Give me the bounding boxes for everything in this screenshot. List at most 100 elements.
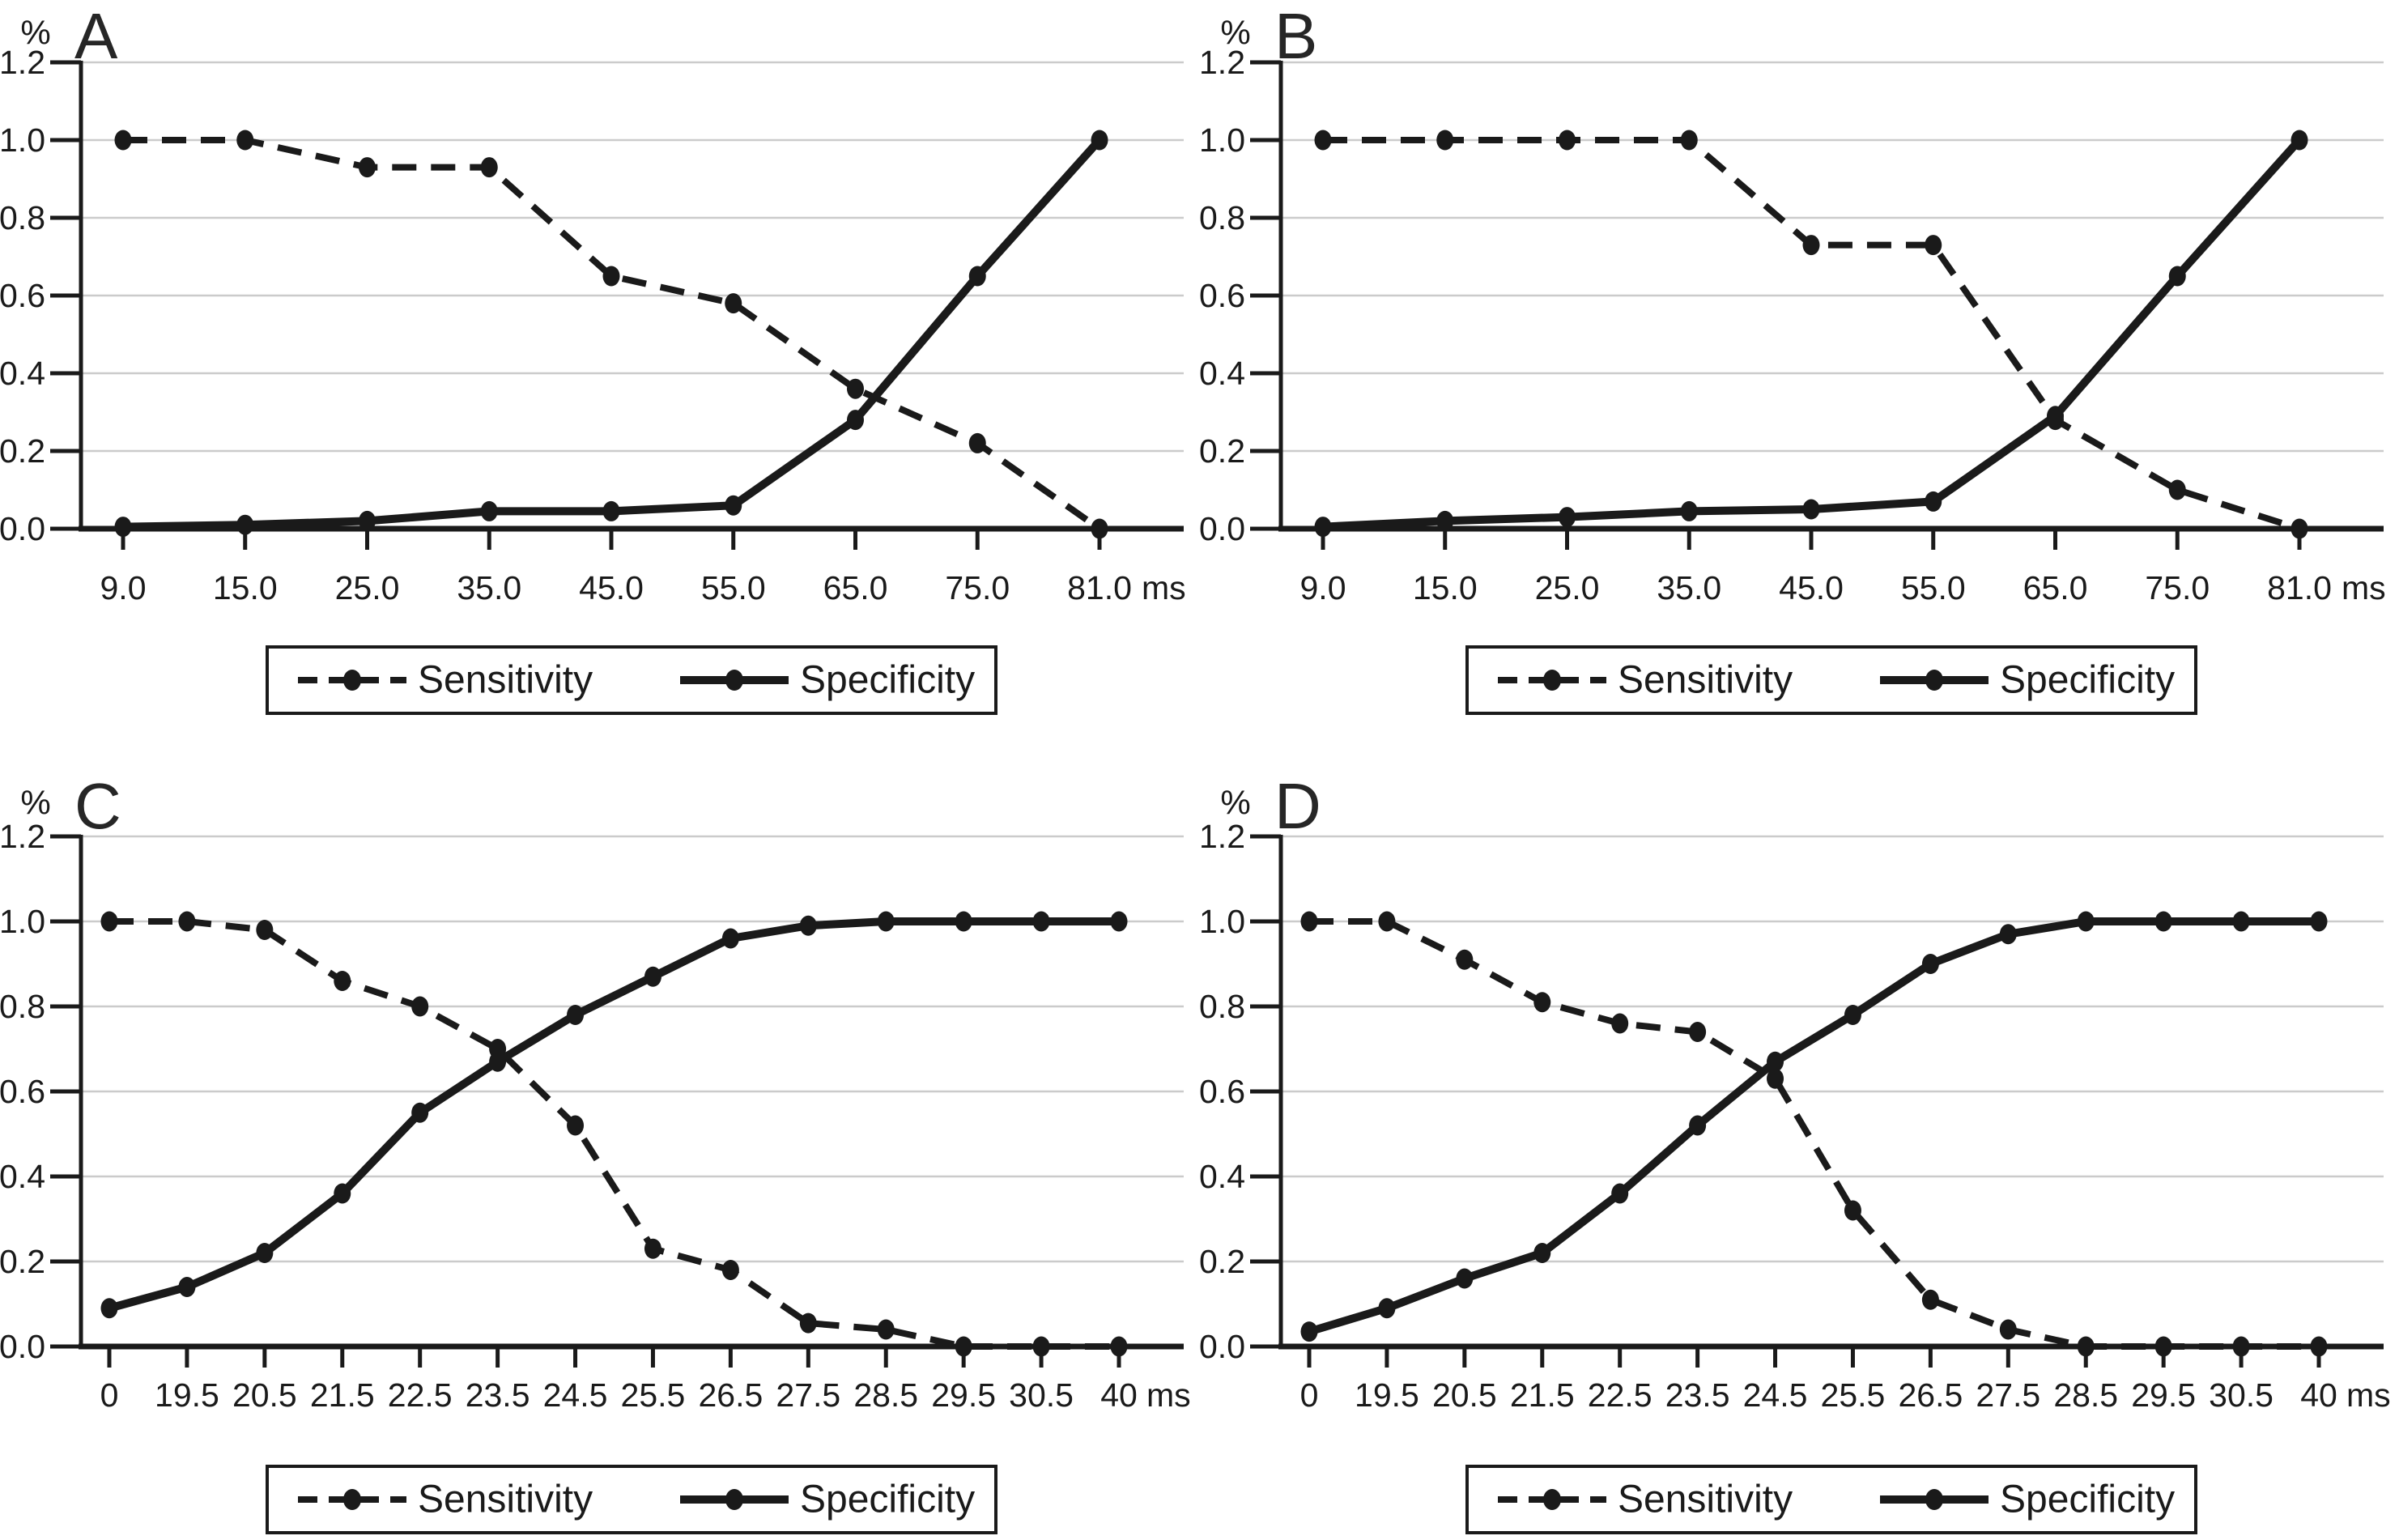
specificity-marker bbox=[644, 966, 661, 987]
legend-label-sensitivity: Sensitivity bbox=[1618, 659, 1793, 702]
specificity-marker bbox=[1767, 1051, 1784, 1072]
y-tick-label: 0.4 bbox=[0, 1158, 45, 1195]
legend-sensitivity-marker bbox=[343, 670, 361, 691]
specificity-marker bbox=[2047, 406, 2064, 427]
y-tick-label: 1.0 bbox=[0, 121, 45, 159]
specificity-marker bbox=[411, 1102, 429, 1123]
legend-label-specificity: Specificity bbox=[800, 1478, 975, 1521]
sensitivity-line bbox=[1323, 137, 2301, 532]
specificity-marker bbox=[1314, 517, 1332, 538]
specificity-marker bbox=[1032, 911, 1050, 932]
sensitivity-marker bbox=[1533, 992, 1551, 1013]
y-tick-label: 0.4 bbox=[0, 355, 45, 392]
x-tick-label: 28.5 bbox=[853, 1376, 918, 1414]
y-tick-label: 0.2 bbox=[0, 1243, 45, 1280]
x-tick-label: 22.5 bbox=[388, 1376, 453, 1414]
sensitivity-line bbox=[109, 918, 1119, 1350]
specificity-marker bbox=[1091, 130, 1108, 151]
sensitivity-marker bbox=[2077, 1336, 2095, 1357]
x-tick-label: 9.0 bbox=[1300, 569, 1346, 606]
specificity-marker bbox=[1456, 1268, 1474, 1289]
x-tick-label: 28.5 bbox=[2053, 1376, 2118, 1414]
y-tick-label: 0.8 bbox=[0, 988, 45, 1025]
specificity-line bbox=[122, 137, 1103, 531]
specificity-line bbox=[1322, 137, 2303, 531]
legend-sensitivity-marker bbox=[1543, 1489, 1561, 1510]
x-tick-label: 75.0 bbox=[945, 569, 1010, 606]
sensitivity-marker bbox=[1999, 1319, 2017, 1340]
specificity-marker bbox=[1559, 507, 1576, 528]
specificity-marker bbox=[114, 517, 132, 538]
y-tick-label: 0.6 bbox=[1200, 1073, 1245, 1110]
sensitivity-marker bbox=[1844, 1200, 1861, 1221]
sensitivity-marker bbox=[178, 911, 196, 932]
x-tick-label: 15.0 bbox=[213, 569, 278, 606]
y-tick-label: 0.6 bbox=[0, 277, 45, 314]
specificity-marker bbox=[489, 1051, 507, 1072]
y-tick-label: 0.0 bbox=[1200, 1328, 1245, 1365]
x-tick-label: 45.0 bbox=[1779, 569, 1844, 606]
x-tick-label: 35.0 bbox=[1657, 569, 1721, 606]
sensitivity-marker bbox=[955, 1336, 972, 1357]
ms-unit-label: ms bbox=[1142, 569, 1186, 606]
x-tick-label: 25.0 bbox=[1535, 569, 1600, 606]
specificity-marker bbox=[725, 495, 742, 516]
sensitivity-marker bbox=[1611, 1013, 1629, 1034]
sensitivity-marker bbox=[2291, 518, 2308, 539]
sensitivity-marker bbox=[1091, 518, 1108, 539]
legend-sensitivity-marker bbox=[1543, 670, 1561, 691]
sensitivity-marker bbox=[1314, 130, 1332, 151]
x-tick-label: 55.0 bbox=[701, 569, 766, 606]
specificity-marker bbox=[1689, 1115, 1707, 1136]
legend-label-sensitivity: Sensitivity bbox=[418, 1478, 593, 1521]
specificity-marker bbox=[1378, 1298, 1396, 1319]
x-tick-label: 40 bbox=[2300, 1376, 2337, 1414]
sensitivity-marker bbox=[236, 130, 254, 151]
specificity-marker bbox=[1925, 491, 1942, 512]
x-tick-label: 0 bbox=[1300, 1376, 1319, 1414]
specificity-marker bbox=[236, 514, 254, 535]
sensitivity-marker bbox=[602, 266, 620, 287]
specificity-marker bbox=[334, 1183, 351, 1204]
x-tick-label: 29.5 bbox=[931, 1376, 996, 1414]
y-tick-label: 0.0 bbox=[0, 1328, 45, 1365]
legend-label-sensitivity: Sensitivity bbox=[418, 659, 593, 702]
y-tick-label: 1.2 bbox=[1200, 44, 1245, 81]
specificity-line bbox=[108, 917, 1119, 1312]
y-tick-label: 0.8 bbox=[1200, 988, 1245, 1025]
legend-box bbox=[1465, 645, 2197, 715]
sensitivity-marker bbox=[1032, 1336, 1050, 1357]
sensitivity-marker bbox=[256, 920, 274, 940]
specificity-marker bbox=[480, 500, 498, 521]
sensitivity-marker bbox=[1436, 130, 1454, 151]
x-tick-label: 26.5 bbox=[1898, 1376, 1963, 1414]
specificity-marker bbox=[602, 500, 620, 521]
legend-label-specificity: Specificity bbox=[800, 659, 975, 702]
specificity-marker bbox=[1680, 500, 1698, 521]
sensitivity-marker bbox=[1300, 911, 1318, 932]
legend-label-specificity: Specificity bbox=[2000, 659, 2175, 702]
sensitivity-marker bbox=[114, 130, 132, 151]
x-tick-label: 9.0 bbox=[100, 569, 147, 606]
x-tick-label: 21.5 bbox=[1510, 1376, 1575, 1414]
x-tick-label: 22.5 bbox=[1588, 1376, 1653, 1414]
y-tick-label: 1.0 bbox=[1200, 903, 1245, 940]
legend-specificity-marker bbox=[725, 1489, 743, 1510]
legend-specificity-marker bbox=[1925, 1489, 1943, 1510]
sensitivity-marker bbox=[1110, 1336, 1128, 1357]
y-tick-label: 0.2 bbox=[0, 432, 45, 470]
y-tick-label: 0.2 bbox=[1200, 1243, 1245, 1280]
specificity-marker bbox=[1611, 1183, 1629, 1204]
ms-unit-label: ms bbox=[2346, 1376, 2391, 1414]
x-tick-label: 29.5 bbox=[2131, 1376, 2196, 1414]
sensitivity-marker bbox=[2232, 1336, 2250, 1357]
sensitivity-marker bbox=[1921, 1289, 1939, 1310]
specificity-line bbox=[1308, 917, 2319, 1336]
x-tick-label: 25.5 bbox=[621, 1376, 686, 1414]
panel-letter: B bbox=[1274, 0, 1317, 72]
specificity-marker bbox=[955, 911, 972, 932]
x-tick-label: 25.5 bbox=[1821, 1376, 1886, 1414]
sensitivity-marker bbox=[968, 432, 986, 453]
specificity-marker bbox=[1844, 1005, 1861, 1025]
specificity-marker bbox=[178, 1277, 196, 1297]
